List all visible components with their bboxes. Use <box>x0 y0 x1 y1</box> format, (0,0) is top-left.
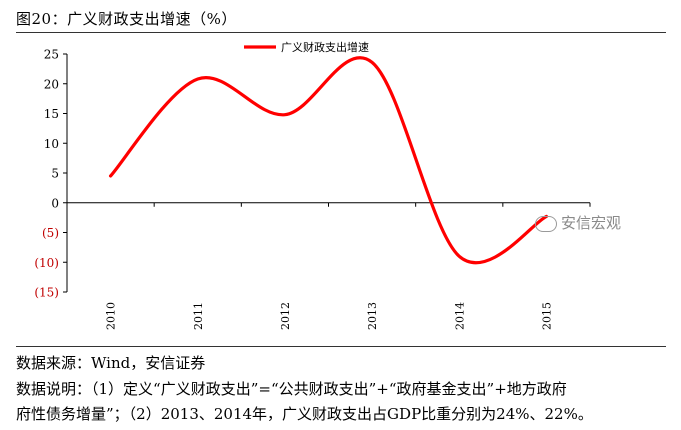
data-note-line-1: 数据说明：（1）定义“广义财政支出”=“公共财政支出”+“政府基金支出”+地方政… <box>16 380 567 398</box>
x-tick-label: 2010 <box>105 302 118 330</box>
x-tick-label: 2015 <box>540 302 553 330</box>
data-source: 数据来源：Wind，安信证券 <box>16 354 206 372</box>
y-tick-label: 15 <box>44 107 59 121</box>
x-tick-label: 2011 <box>192 302 205 330</box>
x-tick-label: 2013 <box>366 302 379 330</box>
y-tick-label: (5) <box>42 226 59 240</box>
y-tick-label: 0 <box>51 196 59 210</box>
y-tick-label: (10) <box>34 256 59 270</box>
x-tick-label: 2014 <box>453 302 466 330</box>
y-tick-label: 25 <box>44 48 59 62</box>
watermark: 安信宏观 <box>535 212 621 233</box>
y-tick-label: 10 <box>44 137 59 151</box>
y-tick-label: 5 <box>51 167 59 181</box>
watermark-text: 安信宏观 <box>561 214 622 232</box>
x-tick-label: 2012 <box>279 302 292 330</box>
top-rule <box>16 32 666 33</box>
legend-label: 广义财政支出增速 <box>281 40 369 54</box>
y-tick-label: 20 <box>44 77 59 91</box>
data-note-line-2: 府性债务增量”；（2）2013、2014年，广义财政支出占GDP比重分别为24%… <box>16 405 593 423</box>
y-tick-label: (15) <box>34 286 59 300</box>
line-chart: (15) (10) (5) 0 5 10 15 20 25 2010 2011 2012 2013 201… <box>34 40 591 330</box>
figure-title: 图20：广义财政支出增速（%） <box>16 10 237 28</box>
bottom-rule <box>16 346 666 347</box>
series-line <box>108 56 549 265</box>
wechat-icon <box>535 215 557 232</box>
